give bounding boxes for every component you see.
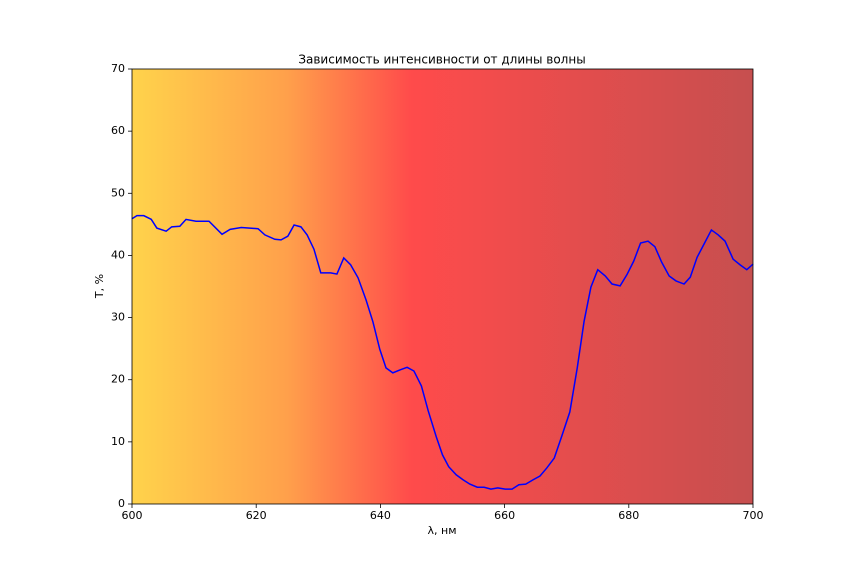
y-tick-label: 0 [118,497,125,510]
data-line [131,214,754,490]
y-tick-label: 60 [111,124,125,137]
chart-title: Зависимость интенсивности от длины волны [298,53,585,67]
x-axis-label: λ, нм [428,524,457,537]
y-tick-label: 10 [111,435,125,448]
x-tick-label: 680 [618,509,639,522]
y-tick-label: 70 [111,62,125,75]
y-axis-label: T, % [93,274,106,299]
x-tick-label: 660 [494,509,515,522]
y-tick-label: 40 [111,248,125,261]
y-tick-label: 20 [111,373,125,386]
axes-frame [131,68,754,505]
x-tick-label: 620 [246,509,267,522]
y-tick-label: 30 [111,311,125,324]
x-tick-label: 700 [743,509,764,522]
y-tick-label: 50 [111,186,125,199]
x-tick-label: 640 [370,509,391,522]
x-tick-label: 600 [122,509,143,522]
plot-background [132,69,753,504]
